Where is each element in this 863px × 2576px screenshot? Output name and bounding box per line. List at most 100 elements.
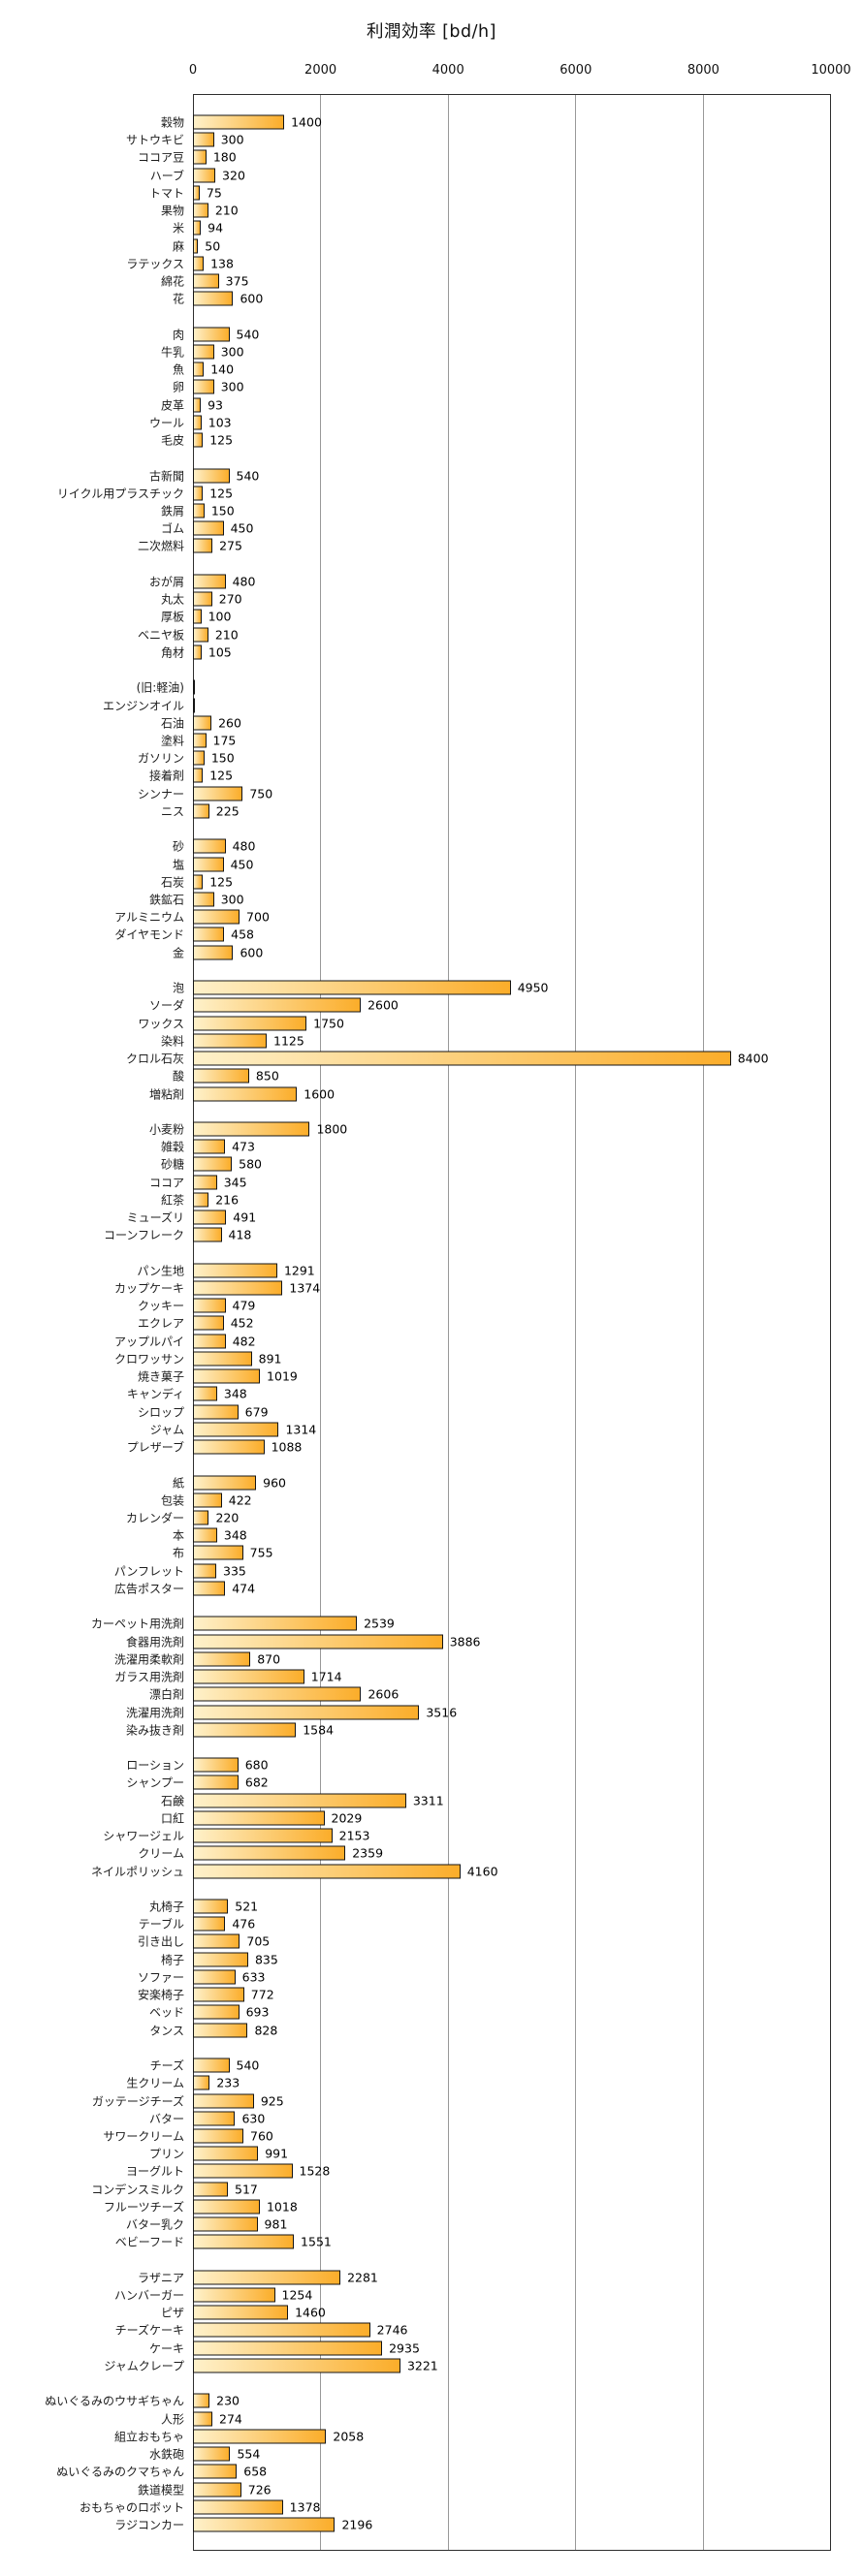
value-label: 850 <box>255 1068 279 1084</box>
value-label: 1018 <box>266 2199 298 2215</box>
category-label: ローション <box>126 1758 184 1773</box>
value-label: 50 <box>205 238 221 254</box>
value-label: 760 <box>250 2128 273 2144</box>
value-label: 225 <box>215 803 240 819</box>
bar <box>193 1987 244 2002</box>
bar <box>193 1156 233 1172</box>
bar <box>193 1209 227 1225</box>
bar <box>193 1404 239 1420</box>
bar <box>193 361 205 377</box>
category-label: (旧:軽油) <box>136 680 184 695</box>
value-label: 925 <box>260 2093 284 2109</box>
value-label: 491 <box>233 1209 257 1225</box>
value-label: 138 <box>210 256 234 271</box>
gridline <box>447 95 449 2550</box>
category-label: おもちゃのロボット <box>79 2500 184 2515</box>
bar <box>193 1475 257 1491</box>
category-label: 鉄道模型 <box>137 2483 184 2497</box>
value-label: 94 <box>208 220 224 236</box>
bar <box>193 679 195 695</box>
value-label: 828 <box>254 2023 278 2038</box>
value-label: 693 <box>245 2004 270 2020</box>
category-label: ソーダ <box>148 998 184 1013</box>
category-label: 人形 <box>160 2412 184 2427</box>
category-label: 接着剤 <box>148 769 184 783</box>
category-label: ウール <box>148 416 184 430</box>
bar <box>193 238 199 254</box>
value-label: 480 <box>232 838 256 854</box>
bar <box>193 1121 310 1137</box>
value-label: 422 <box>228 1492 252 1508</box>
bar <box>193 1315 224 1331</box>
value-label: 476 <box>232 1916 256 1932</box>
category-label: ぬいぐるみのクマちゃん <box>56 2465 184 2479</box>
value-label: 4160 <box>466 1864 498 1879</box>
value-label: 680 <box>244 1757 269 1773</box>
category-label: 花 <box>172 292 184 306</box>
value-label: 1600 <box>304 1086 336 1102</box>
category-label: 椅子 <box>160 1953 184 1967</box>
category-label: シロップ <box>137 1405 184 1420</box>
bar <box>193 432 204 448</box>
value-label: 150 <box>210 750 235 766</box>
category-label: おが屑 <box>148 575 184 589</box>
bar <box>193 1933 240 1949</box>
value-label: 600 <box>240 945 264 960</box>
bar <box>193 415 202 430</box>
category-label: 綿花 <box>160 274 184 289</box>
bar <box>193 468 230 484</box>
category-label: 丸椅子 <box>148 1900 184 1914</box>
bar <box>193 1139 226 1154</box>
category-label: 焼き菓子 <box>137 1369 184 1384</box>
bar <box>193 2482 241 2497</box>
value-label: 125 <box>209 432 234 448</box>
value-label: 1750 <box>313 1016 344 1031</box>
value-label: 105 <box>208 644 232 660</box>
category-label: アップルパイ <box>113 1335 184 1349</box>
value-label: 300 <box>220 344 244 360</box>
value-label: 300 <box>220 892 244 907</box>
category-label: ベビーフード <box>114 2235 184 2249</box>
category-label: シャワージェル <box>103 1829 184 1843</box>
bar <box>193 2322 370 2338</box>
value-label: 1374 <box>289 1280 321 1296</box>
bar <box>193 2446 231 2462</box>
category-label: 広告ポスター <box>113 1582 184 1596</box>
x-tick-label: 8000 <box>687 63 719 78</box>
value-label: 482 <box>232 1334 256 1349</box>
bar <box>193 1845 346 1861</box>
category-label: 二次燃料 <box>137 539 184 553</box>
category-label: サワークリーム <box>103 2129 184 2144</box>
bar <box>193 927 225 942</box>
bar <box>193 1669 304 1684</box>
bar <box>193 1828 333 1843</box>
bar <box>193 909 240 925</box>
category-label: 丸太 <box>160 592 184 607</box>
value-label: 210 <box>214 203 239 218</box>
bar <box>193 1705 420 1719</box>
value-label: 517 <box>235 2182 258 2197</box>
bar <box>193 1775 239 1790</box>
category-label: ぬいぐるみのウサギちゃん <box>45 2394 184 2408</box>
category-label: チーズ <box>149 2058 184 2073</box>
bar <box>193 203 208 218</box>
category-label: タンス <box>149 2024 184 2038</box>
category-label: 紙 <box>172 1476 184 1491</box>
value-label: 125 <box>209 768 234 783</box>
bar <box>193 1368 261 1384</box>
bar <box>193 750 205 766</box>
value-label: 474 <box>232 1581 256 1596</box>
value-label: 700 <box>246 909 270 925</box>
category-label: クロル石灰 <box>125 1052 184 1066</box>
bar <box>193 2393 210 2408</box>
category-label: 塗料 <box>160 734 184 748</box>
value-label: 3311 <box>412 1793 444 1808</box>
category-label: 金 <box>172 946 184 960</box>
category-label: ココア豆 <box>137 150 184 165</box>
bar <box>193 627 208 643</box>
value-label: 1460 <box>295 2305 326 2320</box>
chart-title: 利潤効率 [bd/h] <box>367 22 496 42</box>
bar <box>193 149 207 165</box>
bar <box>193 1757 239 1773</box>
category-label: ネイルポリッシュ <box>90 1865 184 1879</box>
